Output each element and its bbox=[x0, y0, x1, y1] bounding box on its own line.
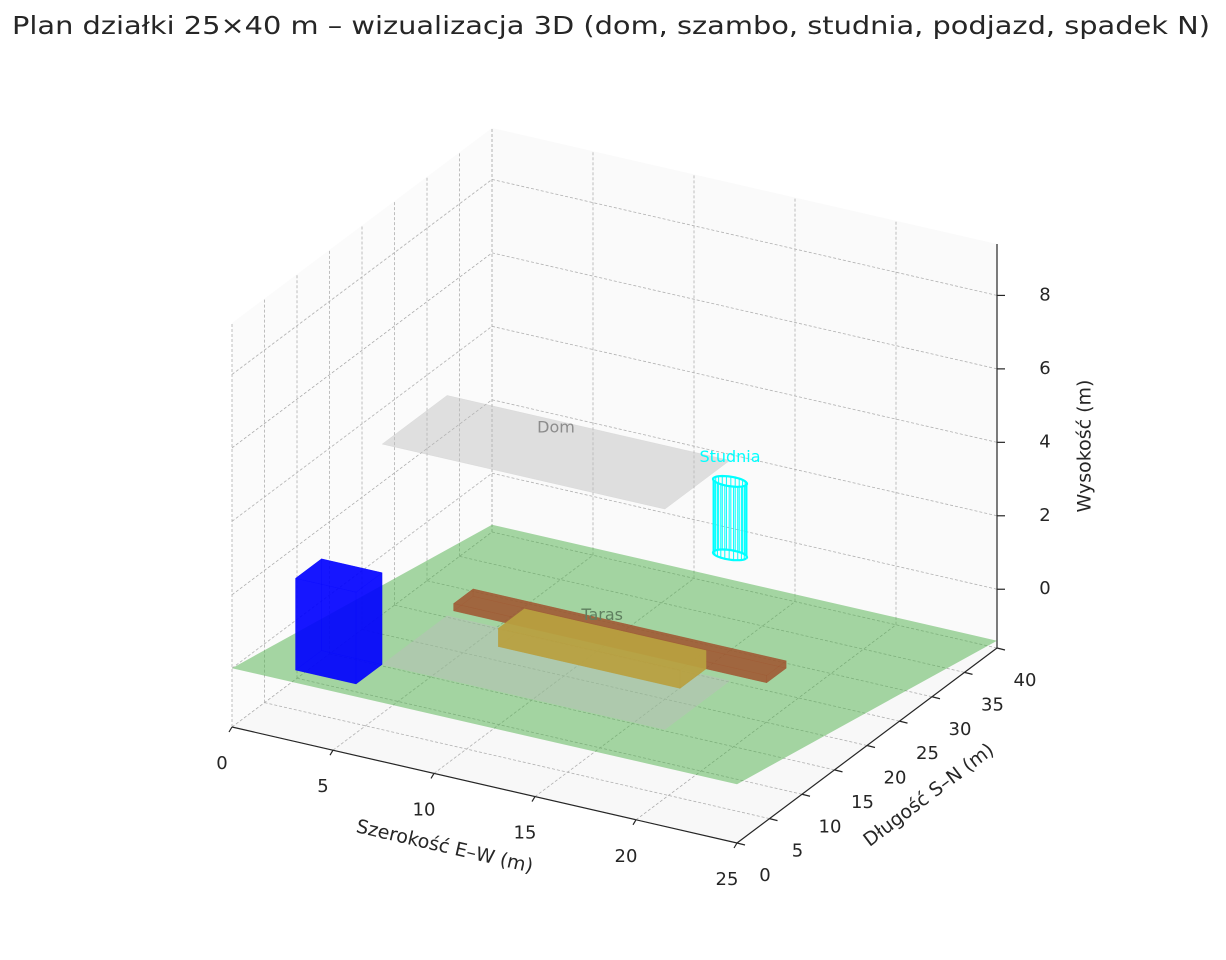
grid-line bbox=[231, 252, 493, 449]
tick-mark bbox=[736, 842, 746, 846]
grid-line bbox=[231, 326, 493, 522]
x-tick-label: 25 bbox=[716, 869, 739, 890]
well-top bbox=[711, 474, 749, 488]
grid-line bbox=[231, 399, 493, 596]
tick-mark bbox=[329, 749, 334, 756]
tick-mark bbox=[801, 793, 811, 797]
grid-line bbox=[491, 252, 998, 370]
y-tick-label: 25 bbox=[916, 743, 939, 764]
object-label: Dom bbox=[537, 418, 575, 437]
x-axis-line bbox=[231, 726, 738, 844]
tick-mark bbox=[996, 647, 1006, 651]
tick-mark bbox=[899, 720, 908, 724]
y-axis-line bbox=[736, 647, 998, 844]
tick-mark bbox=[866, 744, 876, 749]
grid-line bbox=[264, 702, 770, 820]
y-tick-label: 0 bbox=[759, 865, 770, 886]
x-axis-label: Szerokość E–W (m) bbox=[354, 815, 535, 877]
well-bottom bbox=[711, 548, 749, 562]
box-face bbox=[381, 615, 731, 730]
y-tick-label: 15 bbox=[851, 792, 874, 813]
z-tick-label: 8 bbox=[1039, 284, 1050, 305]
z-axis-label: Wysokość (m) bbox=[1074, 380, 1096, 513]
object-label: Studnia bbox=[699, 447, 760, 466]
x-tick-label: 5 bbox=[317, 776, 328, 797]
object-label: Taras bbox=[580, 605, 623, 624]
tick-mark bbox=[769, 818, 778, 822]
y-tick-label: 30 bbox=[949, 719, 972, 740]
box-face bbox=[381, 395, 731, 510]
tick-mark bbox=[430, 773, 435, 779]
y-tick-label: 20 bbox=[884, 768, 907, 789]
well bbox=[711, 474, 749, 562]
tick-mark bbox=[632, 819, 637, 826]
tick-mark bbox=[964, 671, 973, 675]
z-tick-label: 2 bbox=[1039, 505, 1050, 526]
tick-mark bbox=[834, 769, 843, 773]
z-tick-label: 6 bbox=[1039, 358, 1050, 379]
y-tick-label: 35 bbox=[981, 694, 1004, 715]
grid-line bbox=[491, 399, 998, 517]
tick-mark bbox=[931, 696, 941, 700]
tick-mark bbox=[228, 726, 233, 733]
back-pane bbox=[492, 128, 997, 648]
x-tick-label: 20 bbox=[615, 846, 638, 867]
tick-mark bbox=[531, 796, 536, 802]
box-face bbox=[295, 577, 357, 685]
tick-mark bbox=[733, 842, 738, 849]
x-tick-label: 10 bbox=[413, 799, 436, 820]
z-tick-label: 4 bbox=[1039, 431, 1050, 452]
grid-line bbox=[491, 472, 998, 590]
box-face bbox=[294, 558, 383, 593]
box-face bbox=[497, 608, 707, 671]
x-tick-label: 0 bbox=[216, 753, 227, 774]
grid-line bbox=[491, 179, 998, 296]
y-tick-label: 40 bbox=[1014, 670, 1037, 691]
grid-line bbox=[231, 179, 493, 375]
z-tick-label: 0 bbox=[1039, 578, 1050, 599]
y-tick-label: 5 bbox=[792, 841, 803, 862]
x-tick-label: 15 bbox=[514, 823, 537, 844]
grid-line bbox=[491, 325, 998, 443]
y-tick-label: 10 bbox=[819, 816, 842, 837]
chart-title: Plan działki 25×40 m – wizualizacja 3D (… bbox=[12, 11, 1210, 40]
